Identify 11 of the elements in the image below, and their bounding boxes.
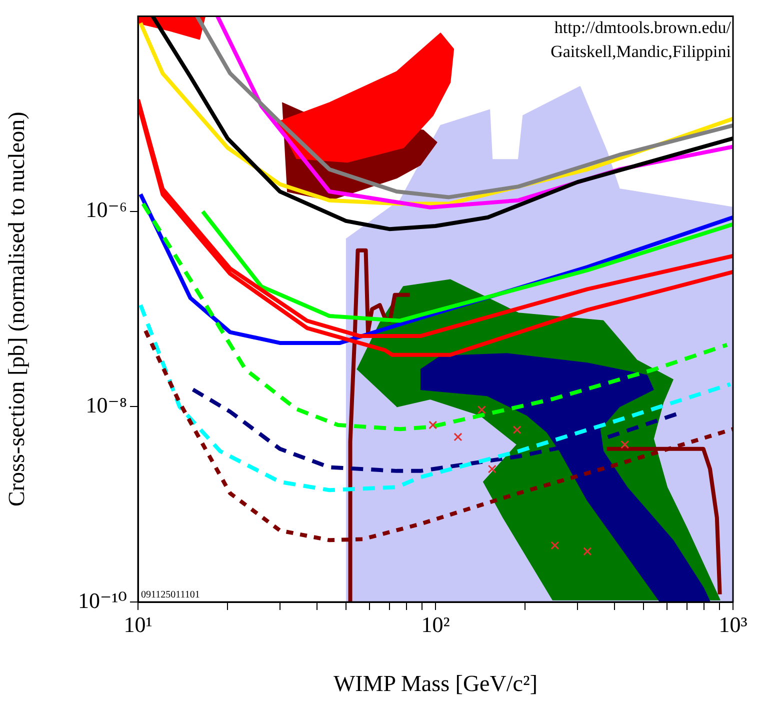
y-tick-label: 10⁻⁶ xyxy=(86,197,127,222)
annotation: Gaitskell,Mandic,Filippini xyxy=(550,42,732,62)
x-tick-label: 10³ xyxy=(718,612,748,637)
annotation: 091125011101 xyxy=(141,590,200,601)
y-tick-label: 10⁻⁸ xyxy=(86,392,127,418)
x-axis-title: WIMP Mass [GeV/c²] xyxy=(333,671,538,696)
x-tick-label: 10¹ xyxy=(124,612,152,637)
y-axis-title: Cross-section [pb] (normalised to nucleon) xyxy=(4,112,29,506)
annotation: http://dmtools.brown.edu/ xyxy=(554,18,732,38)
y-tick-label: 10⁻¹⁰ xyxy=(78,588,128,613)
x-tick-label: 10² xyxy=(421,612,450,637)
